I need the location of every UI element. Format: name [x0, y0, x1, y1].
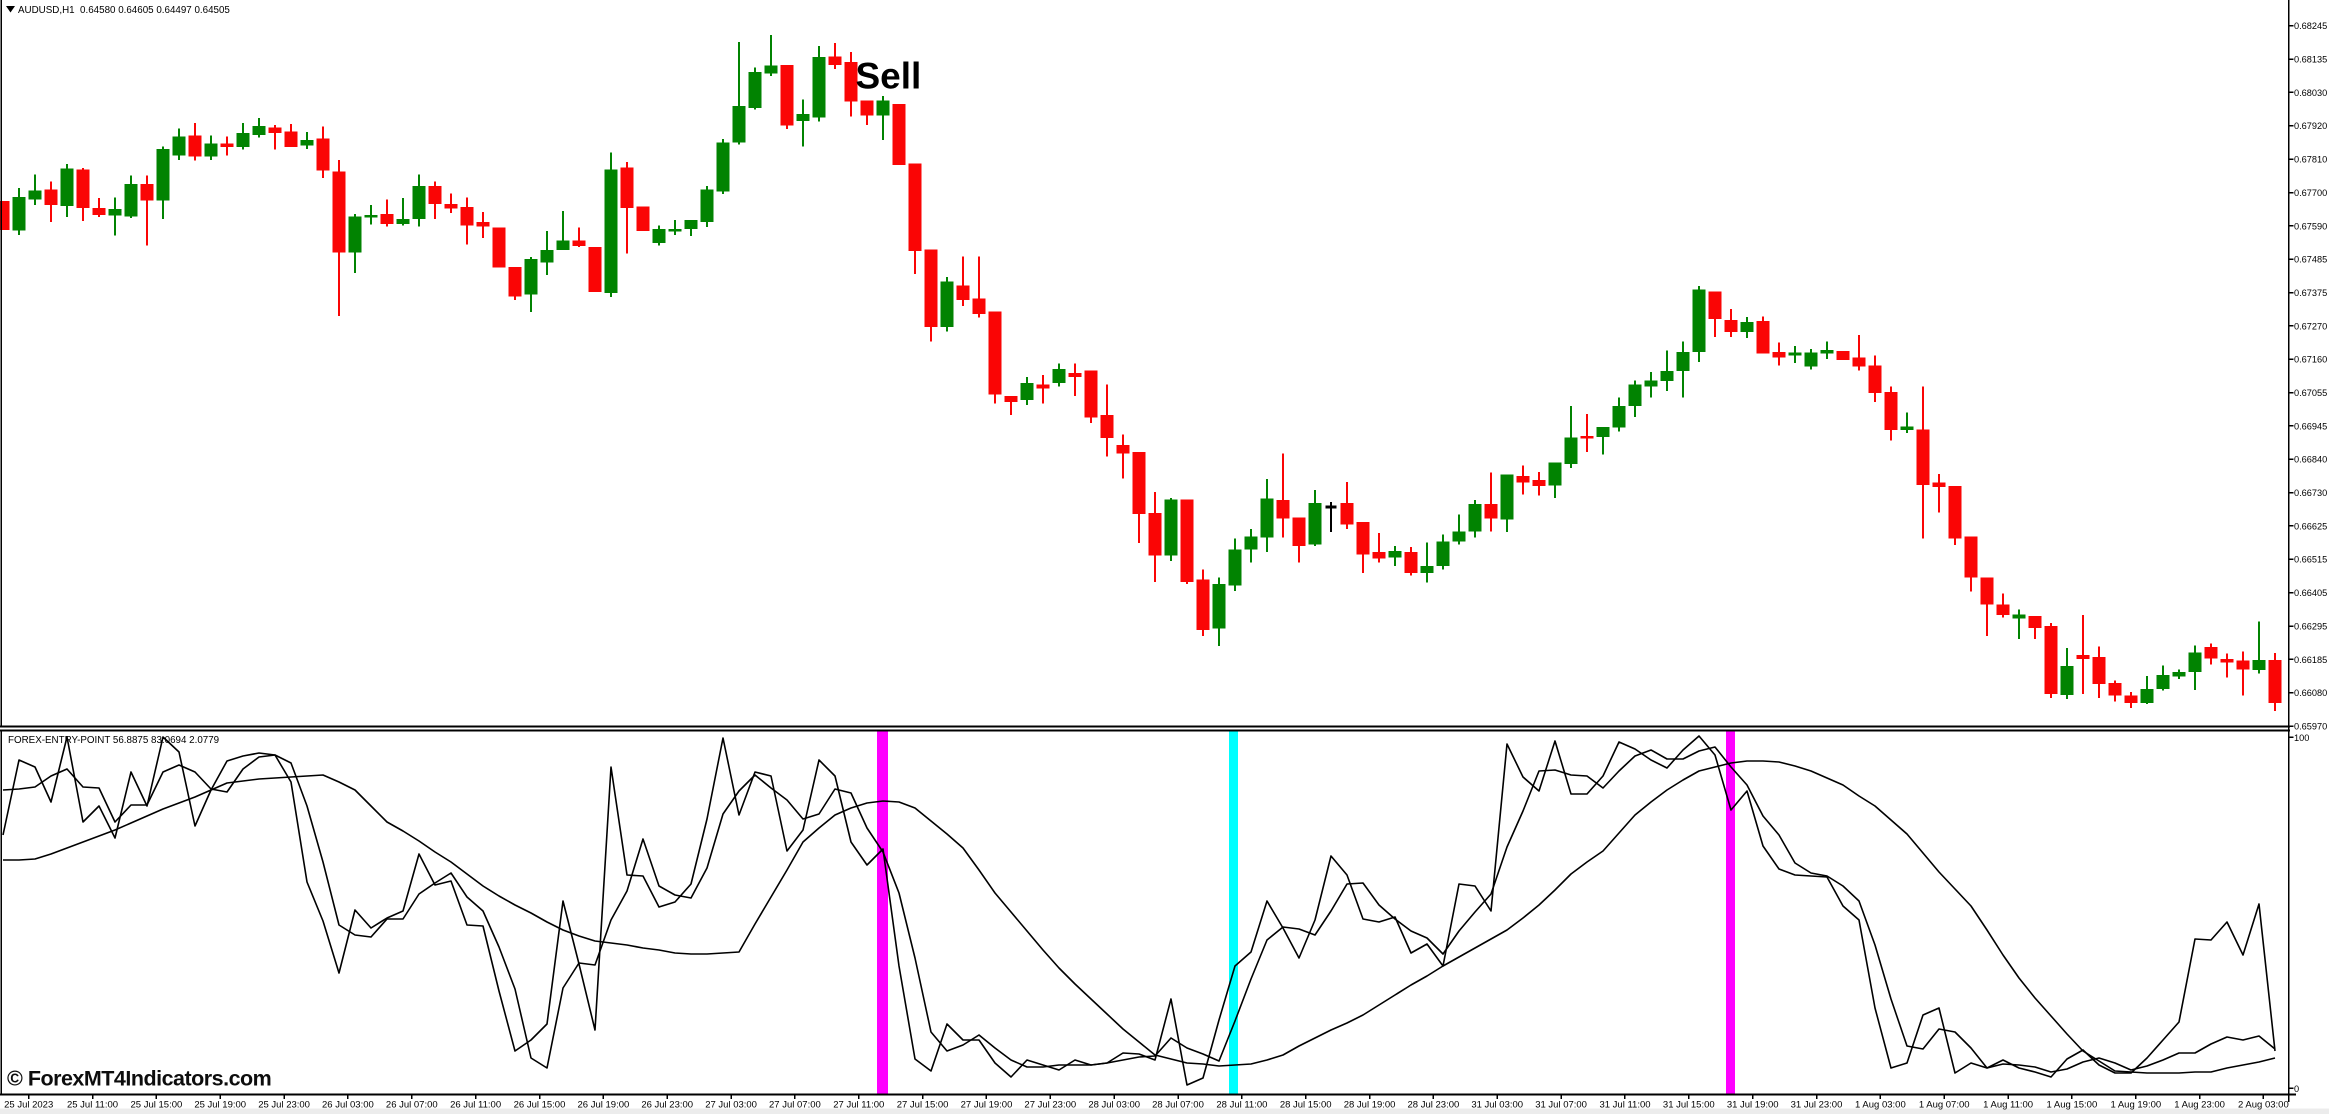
svg-text:0.66515: 0.66515 [2294, 555, 2327, 565]
svg-text:1 Aug 07:00: 1 Aug 07:00 [1919, 1100, 1970, 1111]
svg-text:0.68030: 0.68030 [2294, 88, 2327, 98]
svg-text:0.67485: 0.67485 [2294, 255, 2327, 265]
svg-text:0.67700: 0.67700 [2294, 188, 2327, 198]
svg-text:27 Jul 23:00: 27 Jul 23:00 [1024, 1100, 1076, 1111]
svg-text:31 Jul 15:00: 31 Jul 15:00 [1663, 1100, 1715, 1111]
svg-text:0.66730: 0.66730 [2294, 488, 2327, 498]
svg-text:27 Jul 11:00: 27 Jul 11:00 [833, 1100, 884, 1111]
svg-text:0.67590: 0.67590 [2294, 221, 2327, 231]
svg-text:31 Jul 23:00: 31 Jul 23:00 [1791, 1100, 1843, 1111]
svg-text:0.66185: 0.66185 [2294, 655, 2327, 665]
svg-text:1 Aug 19:00: 1 Aug 19:00 [2110, 1100, 2161, 1111]
svg-text:0.67270: 0.67270 [2294, 321, 2327, 331]
svg-text:31 Jul 07:00: 31 Jul 07:00 [1535, 1100, 1587, 1111]
svg-text:28 Jul 19:00: 28 Jul 19:00 [1344, 1100, 1396, 1111]
svg-text:26 Jul 03:00: 26 Jul 03:00 [322, 1100, 374, 1111]
svg-text:26 Jul 07:00: 26 Jul 07:00 [386, 1100, 438, 1111]
svg-text:© ForexMT4Indicators.com: © ForexMT4Indicators.com [7, 1067, 271, 1091]
svg-text:28 Jul 03:00: 28 Jul 03:00 [1088, 1100, 1140, 1111]
svg-text:0.66080: 0.66080 [2294, 688, 2327, 698]
svg-text:27 Jul 19:00: 27 Jul 19:00 [961, 1100, 1013, 1111]
svg-text:0.68245: 0.68245 [2294, 21, 2327, 31]
svg-text:25 Jul 15:00: 25 Jul 15:00 [131, 1100, 183, 1111]
svg-text:28 Jul 23:00: 28 Jul 23:00 [1408, 1100, 1460, 1111]
svg-text:0.65970: 0.65970 [2294, 721, 2327, 731]
svg-text:0.68135: 0.68135 [2294, 55, 2327, 65]
svg-text:31 Jul 19:00: 31 Jul 19:00 [1727, 1100, 1779, 1111]
svg-text:27 Jul 07:00: 27 Jul 07:00 [769, 1100, 821, 1111]
svg-text:0: 0 [2294, 1084, 2299, 1094]
svg-text:1 Aug 15:00: 1 Aug 15:00 [2047, 1100, 2098, 1111]
svg-text:0.67375: 0.67375 [2294, 288, 2327, 298]
svg-text:25 Jul 19:00: 25 Jul 19:00 [194, 1100, 246, 1111]
svg-text:26 Jul 23:00: 26 Jul 23:00 [641, 1100, 693, 1111]
svg-text:0.66295: 0.66295 [2294, 621, 2327, 631]
svg-text:25 Jul 2023: 25 Jul 2023 [4, 1100, 53, 1111]
svg-text:Sell: Sell [856, 56, 922, 97]
svg-text:26 Jul 15:00: 26 Jul 15:00 [514, 1100, 566, 1111]
svg-text:0.66625: 0.66625 [2294, 521, 2327, 531]
svg-text:28 Jul 11:00: 28 Jul 11:00 [1216, 1100, 1267, 1111]
svg-text:0.67055: 0.67055 [2294, 388, 2327, 398]
svg-text:31 Jul 11:00: 31 Jul 11:00 [1599, 1100, 1650, 1111]
svg-text:1 Aug 23:00: 1 Aug 23:00 [2174, 1100, 2225, 1111]
svg-text:2 Aug 03:00: 2 Aug 03:00 [2238, 1100, 2289, 1111]
svg-text:0.66945: 0.66945 [2294, 421, 2327, 431]
svg-text:100: 100 [2294, 733, 2309, 743]
svg-text:31 Jul 03:00: 31 Jul 03:00 [1471, 1100, 1523, 1111]
svg-text:0.67160: 0.67160 [2294, 355, 2327, 365]
svg-text:26 Jul 11:00: 26 Jul 11:00 [450, 1100, 501, 1111]
svg-text:AUDUSD,H1 0.64580 0.64605 0.6: AUDUSD,H1 0.64580 0.64605 0.64497 0.6450… [18, 5, 230, 16]
svg-text:1 Aug 03:00: 1 Aug 03:00 [1855, 1100, 1906, 1111]
svg-text:0.66405: 0.66405 [2294, 588, 2327, 598]
svg-text:25 Jul 23:00: 25 Jul 23:00 [258, 1100, 310, 1111]
svg-text:28 Jul 07:00: 28 Jul 07:00 [1152, 1100, 1204, 1111]
svg-text:1 Aug 11:00: 1 Aug 11:00 [1983, 1100, 2033, 1111]
svg-text:27 Jul 03:00: 27 Jul 03:00 [705, 1100, 757, 1111]
svg-text:0.66840: 0.66840 [2294, 455, 2327, 465]
svg-text:FOREX-ENTRY-POINT 56.8875 83.0: FOREX-ENTRY-POINT 56.8875 83.0694 2.0779 [8, 735, 219, 746]
svg-text:28 Jul 15:00: 28 Jul 15:00 [1280, 1100, 1332, 1111]
svg-text:26 Jul 19:00: 26 Jul 19:00 [578, 1100, 630, 1111]
svg-text:0.67920: 0.67920 [2294, 121, 2327, 131]
svg-text:27 Jul 15:00: 27 Jul 15:00 [897, 1100, 949, 1111]
svg-text:0.67810: 0.67810 [2294, 155, 2327, 165]
svg-text:25 Jul 11:00: 25 Jul 11:00 [67, 1100, 118, 1111]
